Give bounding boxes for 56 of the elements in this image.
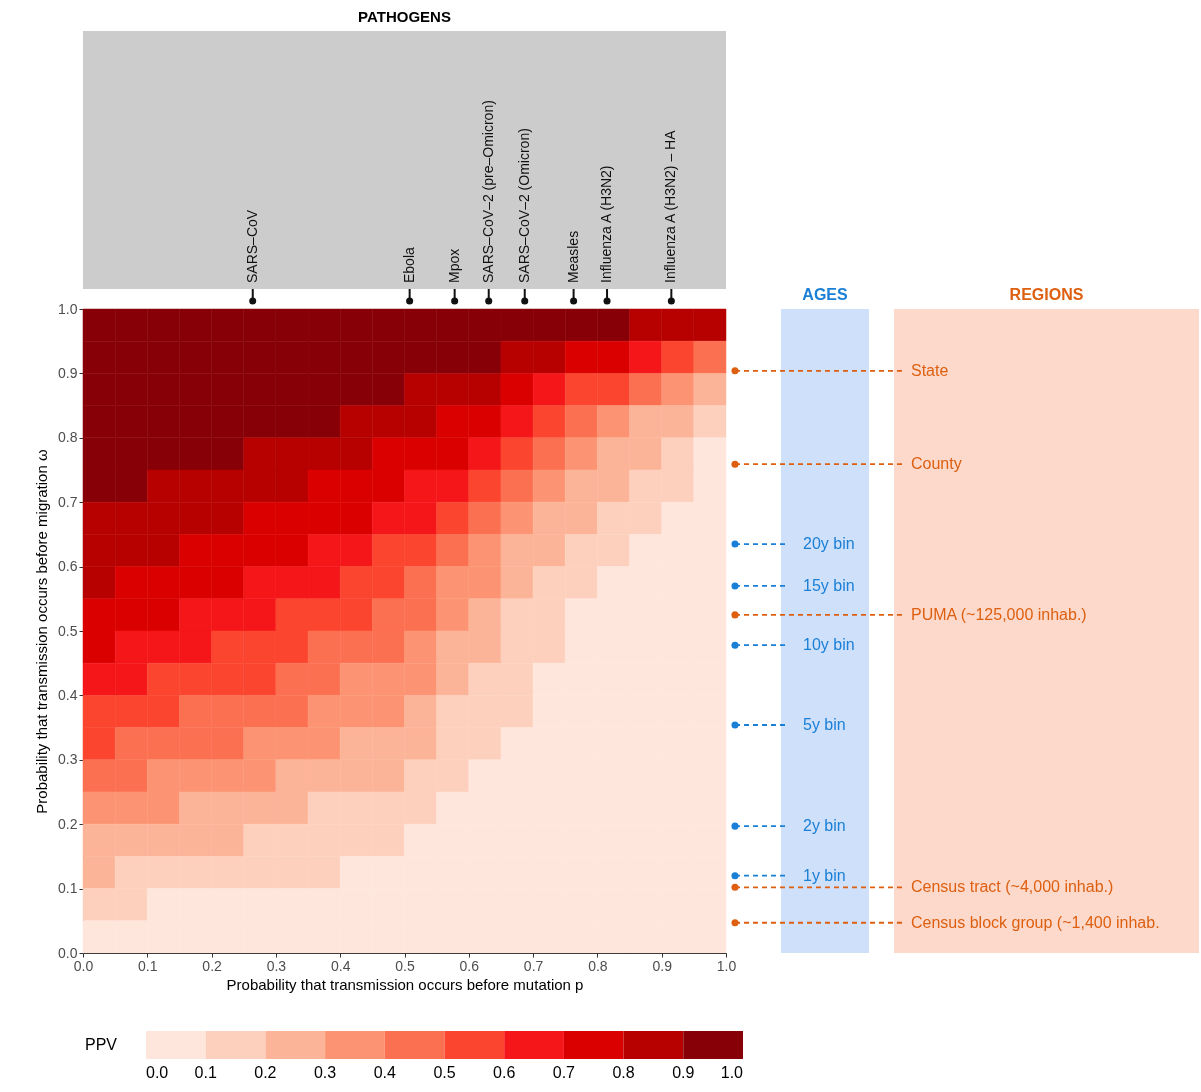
color-bar-label: 0.3 (313, 1064, 337, 1081)
x-tick-label: 0.7 (523, 957, 544, 974)
color-bar-label: 0.0 (146, 1064, 169, 1081)
color-bar-title: PPV (85, 1036, 118, 1053)
ref-line-label: SARS–CoV (243, 209, 260, 283)
x-tick-label: 0.3 (266, 957, 287, 974)
y-tick-label: 0.3 (58, 751, 78, 768)
color-bar-label: 0.5 (433, 1064, 456, 1081)
ref-line-label: 20y bin (803, 535, 855, 553)
color-bar-label: 0.8 (612, 1064, 635, 1081)
ref-line-label: Ebola (400, 246, 417, 283)
y-tick-label: 0.9 (58, 364, 78, 381)
x-tick-label: 0.6 (459, 957, 480, 974)
x-axis-title: Probability that transmission occurs before mutation p (226, 975, 584, 993)
color-bar-label: 0.6 (493, 1064, 516, 1081)
x-tick-label: 0.5 (395, 957, 415, 974)
y-axis-title: Probability that transmission occurs before migration ω (33, 449, 51, 814)
text: REGIONS (1009, 286, 1084, 303)
y-tick-label: 0.5 (58, 622, 78, 639)
color-bar-label: 1.0 (720, 1064, 744, 1081)
y-tick-label: 1.0 (58, 300, 78, 317)
ref-line-label: 10y bin (803, 636, 855, 654)
y-tick-label: 0.4 (58, 686, 78, 703)
x-tick-label: 0.8 (588, 957, 608, 974)
x-tick-label: 0.2 (202, 957, 223, 974)
ref-line-label: Measles (564, 230, 581, 283)
ref-line-label: SARS–CoV–2 (Omicron) (515, 128, 532, 283)
y-tick-label: 0.8 (58, 429, 78, 446)
x-tick-label: 0.9 (652, 957, 673, 974)
ref-line-label: Mpox (445, 248, 462, 283)
x-tick-label: 0.1 (138, 957, 158, 974)
ref-line-label: Census block group (~1,400 inhab. (911, 913, 1160, 931)
ref-line-label: Influenza A (H3N2) (598, 165, 615, 283)
ref-line-label: PUMA (~125,000 inhab.) (911, 605, 1087, 623)
y-tick-label: 0.6 (58, 558, 78, 575)
y-tick-label: 0.1 (58, 880, 78, 897)
ref-line-label: 15y bin (803, 576, 855, 594)
y-tick-label: 0.2 (58, 815, 78, 832)
color-bar-label: 0.7 (552, 1064, 576, 1081)
text: PATHOGENS (358, 8, 451, 25)
color-bar-label: 0.2 (254, 1064, 277, 1081)
ref-line-label: 2y bin (803, 817, 846, 835)
ref-line-label: State (911, 361, 949, 379)
ref-line-label: 5y bin (803, 716, 846, 734)
x-tick-label: 0.4 (330, 957, 351, 974)
color-bar-label: 0.1 (194, 1064, 217, 1081)
color-bar-label: 0.4 (373, 1064, 397, 1081)
ref-line-label: SARS–CoV–2 (pre–Omicron) (479, 100, 496, 283)
ref-line-label: 1y bin (803, 866, 846, 884)
ref-line-label: Census tract (~4,000 inhab.) (911, 878, 1114, 896)
text: AGES (802, 286, 848, 303)
x-tick-label: 1.0 (716, 957, 737, 974)
ref-line-label: Influenza A (H3N2) – HA (662, 129, 679, 283)
ref-line-label: County (911, 455, 962, 473)
y-tick-label: 0.7 (58, 493, 78, 510)
color-bar-label: 0.9 (672, 1064, 695, 1081)
